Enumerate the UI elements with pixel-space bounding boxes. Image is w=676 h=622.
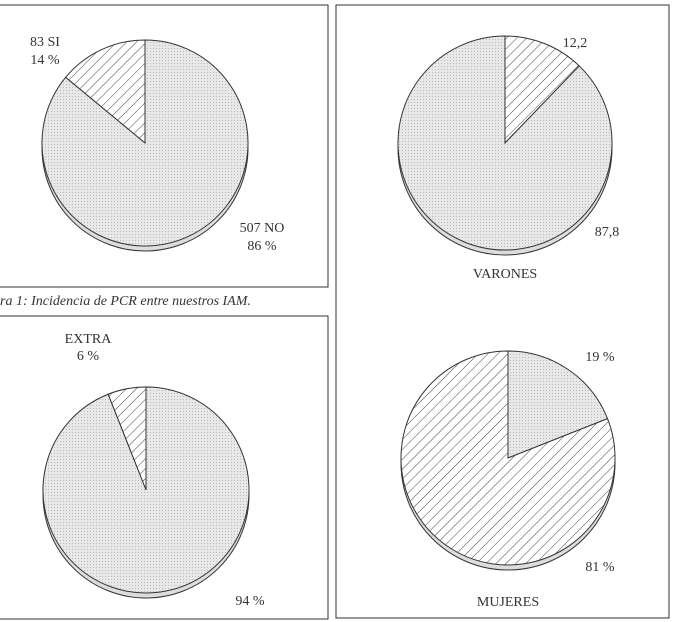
panel-frame <box>335 4 670 619</box>
pie-slice <box>42 386 250 594</box>
pie-slice <box>64 39 146 145</box>
pie-slice <box>504 35 580 145</box>
value-label: 94 % <box>235 594 265 609</box>
category-label: 83 SI <box>30 35 60 50</box>
category-label: 507 NO <box>240 221 285 236</box>
pie-slice <box>397 35 613 251</box>
value-label: 6 % <box>77 349 100 364</box>
pie-title: MUJERES <box>477 595 539 610</box>
pie-title: VARONES <box>473 267 537 282</box>
panel-frame <box>0 315 329 620</box>
value-label: 12,2 <box>563 36 588 51</box>
value-label: 86 % <box>247 239 277 254</box>
value-label: 81 % <box>585 560 615 575</box>
pie-slice <box>400 350 616 566</box>
category-label: EXTRA <box>65 332 113 347</box>
panel-frame <box>0 4 329 288</box>
pie-slice <box>41 39 249 247</box>
value-label: 87,8 <box>595 225 620 240</box>
figure-caption: ra 1: Incidencia de PCR entre nuestros I… <box>0 294 251 309</box>
value-label: 14 % <box>30 53 60 68</box>
pie-slice <box>507 350 609 459</box>
value-label: 19 % <box>585 350 615 365</box>
